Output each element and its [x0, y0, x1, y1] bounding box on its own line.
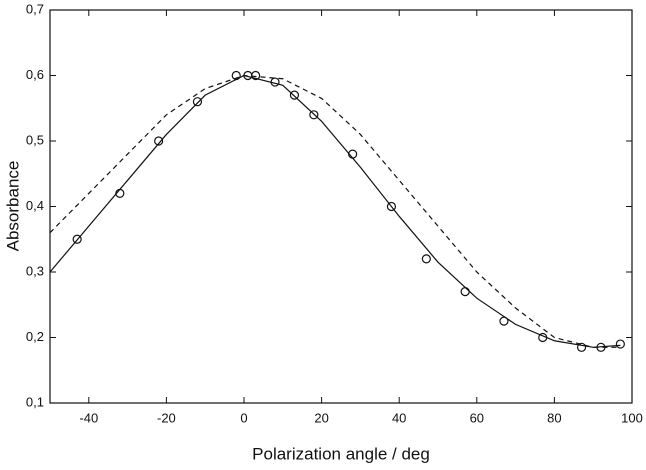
data-point	[251, 70, 261, 81]
y-tick-label: 0,4	[26, 198, 44, 213]
data-point	[154, 136, 164, 146]
y-tick-label: 0,3	[26, 263, 44, 278]
x-tick-label: 40	[392, 410, 406, 425]
x-tick-label: 20	[314, 410, 328, 425]
y-tick-label: 0,5	[26, 132, 44, 147]
data-point	[460, 287, 470, 297]
y-tick-label: 0,7	[26, 1, 44, 16]
x-tick-label: 0	[240, 410, 247, 425]
data-point	[386, 201, 397, 212]
data-point	[576, 342, 587, 352]
data-point	[309, 110, 319, 120]
x-tick-label: -40	[79, 410, 98, 425]
y-tick-label: 0,2	[26, 329, 44, 344]
x-tick-label: 60	[470, 410, 484, 425]
x-tick-label: 80	[547, 410, 561, 425]
x-tick-label: 100	[621, 410, 643, 425]
x-tick-label: -20	[157, 410, 176, 425]
x-axis-title: Polarization angle / deg	[252, 444, 430, 463]
dashed-curve	[49, 74, 621, 348]
y-axis-title: Absorbance	[3, 161, 22, 252]
data-point	[72, 234, 82, 244]
data-point	[289, 90, 300, 100]
data-point	[421, 254, 431, 264]
data-point	[192, 97, 203, 107]
fit-curve	[49, 74, 621, 348]
y-tick-label: 0,6	[26, 67, 44, 82]
y-tick-label: 0,1	[26, 394, 44, 409]
data-point	[615, 339, 625, 349]
plot-frame	[49, 9, 633, 404]
